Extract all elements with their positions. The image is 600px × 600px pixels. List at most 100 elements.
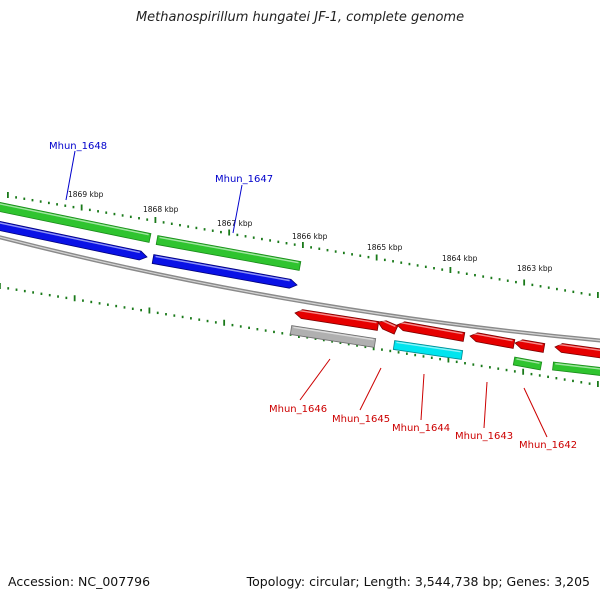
inner-scale-tick [588,382,591,385]
outer-scale-tick [220,230,222,234]
accession-text: Accession: NC_007796 [8,574,151,589]
outer-scale-tick [400,261,403,264]
gene-mhun-1647-forward [155,235,302,271]
outer-scale-tick [531,283,534,287]
outer-scale-tick [72,205,75,209]
inner-scale-tick [23,289,26,293]
inner-scale-tick [48,293,51,297]
inner-scale-tick [331,340,334,343]
leader-line-mhun-1643 [483,381,488,429]
outer-scale-tick [88,208,91,212]
outer-scale-tick [154,217,157,223]
inner-scale-tick [397,351,400,354]
outer-scale-tick [375,254,378,261]
inner-scale-tick [231,323,234,327]
inner-scale-tick [173,314,176,317]
gene-mhun-1648-forward [0,202,152,243]
outer-scale-tick [113,212,116,216]
leader-line-mhun-1644 [420,373,425,421]
outer-scale-tick [523,279,526,286]
outer-scale-tick [424,265,427,269]
outer-scale-tick [80,204,83,211]
outer-scale-tick [408,262,411,266]
outer-scale-tick [31,198,34,202]
outer-scale-tick [47,201,50,205]
outer-scale-tick [556,287,558,291]
outer-scale-tick [334,250,337,253]
gene-label-mhun-1645[interactable]: Mhun_1645 [332,414,390,425]
outer-scale-tick [15,196,17,199]
inner-scale-tick [472,363,475,366]
inner-scale-tick [522,368,525,375]
inner-scale-tick [430,356,433,359]
scale-label-1863: 1863 kbp [517,264,553,273]
scale-label-1865: 1865 kbp [367,243,403,252]
gene-label-mhun-1646[interactable]: Mhun_1646 [269,404,327,415]
outer-scale-tick [252,236,255,239]
inner-scale-tick [347,342,350,346]
outer-scale-tick [457,271,460,274]
gene-label-mhun-1647[interactable]: Mhun_1647 [215,174,273,185]
inner-scale-tick [381,348,383,351]
inner-scale-tick [165,313,167,316]
outer-scale-tick [170,222,173,225]
leader-line-mhun-1647 [232,184,243,234]
inner-scale-tick [572,379,574,383]
outer-scale-tick [506,279,509,282]
outer-scale-tick [416,264,419,267]
scale-label-1869: 1869 kbp [68,190,104,199]
outer-scale-tick [211,229,214,232]
outer-scale-tick [302,242,304,248]
inner-scale-tick [322,338,325,342]
inner-scale-tick [530,372,533,376]
cds-mhun-1646-highlight [297,309,377,324]
inner-scale-tick [98,302,101,305]
outer-scale-tick [121,214,124,217]
outer-scale-tick [482,275,485,278]
outer-scale-tick [433,267,435,270]
outer-scale-tick [515,280,517,284]
outer-scale-tick [203,228,206,231]
inner-scale-tick [181,315,184,319]
outer-scale-tick [588,293,591,296]
outer-scale-tick [441,268,444,271]
gene-label-mhun-1644[interactable]: Mhun_1644 [392,423,450,434]
outer-scale-tick [179,223,181,227]
gene-label-mhun-1642[interactable]: Mhun_1642 [519,440,577,451]
cds-mhun-1645 [377,320,399,335]
gene-label-mhun-1643[interactable]: Mhun_1643 [455,431,513,442]
leader-line-mhun-1646 [299,358,331,401]
leader-line-mhun-1645 [359,367,382,411]
inner-scale-tick [57,295,59,298]
inner-scale-tick [256,327,259,331]
outer-scale-tick [572,290,575,294]
backbone [0,235,600,343]
outer-scale-tick [39,200,42,203]
cds-next [554,343,600,359]
inner-scale-tick [123,306,126,309]
cds-mhun-1645-highlight [380,319,396,328]
inner-scale-tick [447,356,450,363]
outer-scale-tick [474,273,476,277]
inner-scale-tick [339,341,342,345]
inner-scale-tick [389,349,392,353]
inner-scale-tick [464,362,466,365]
inner-scale-tick [422,355,425,358]
outer-scale-tick [7,192,9,198]
gene-next-highlight [555,363,600,370]
leader-line-mhun-1642 [523,387,548,438]
inner-scale-tick [439,357,441,361]
inner-scale-tick [497,367,500,370]
inner-scale-tick [239,325,242,328]
outer-scale-tick [236,233,239,237]
outer-scale-tick [97,210,99,213]
inner-scale-tick [82,299,84,302]
outer-scale-tick [269,239,272,242]
feature-mhun-1644-highlight [396,341,461,353]
inner-scale-tick [0,283,1,289]
cds-mhun-1648-highlight [0,222,140,254]
gene-label-mhun-1648[interactable]: Mhun_1648 [49,141,107,152]
outer-scale-tick [129,215,132,219]
cds-mhun-1642-highlight [517,339,543,346]
